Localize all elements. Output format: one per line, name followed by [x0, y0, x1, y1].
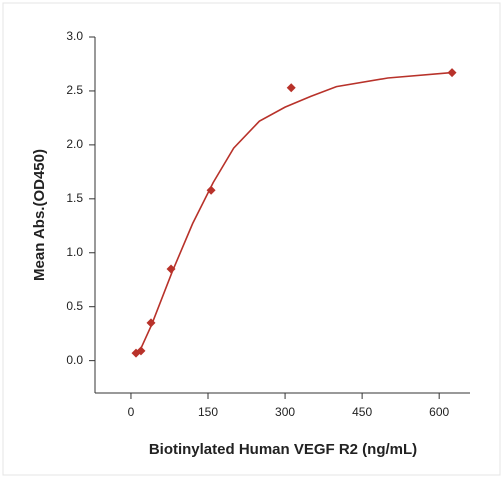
data-point — [447, 68, 457, 78]
y-tick-label: 1.5 — [66, 191, 83, 205]
x-axis-title: Biotinylated Human VEGF R2 (ng/mL) — [149, 441, 417, 458]
x-tick-label: 450 — [352, 405, 372, 419]
frame — [2, 2, 501, 476]
y-tick-label: 3.0 — [66, 29, 83, 43]
data-point — [286, 83, 296, 93]
x-tick-label: 0 — [128, 405, 135, 419]
x-tick-label: 150 — [198, 405, 218, 419]
fit-curve — [135, 71, 453, 356]
data-point — [146, 318, 156, 328]
y-tick-label: 0.5 — [66, 299, 83, 313]
data-point — [166, 264, 176, 274]
data-point — [206, 185, 216, 195]
y-tick-label: 2.0 — [66, 137, 83, 151]
data-point — [136, 346, 146, 356]
y-tick-label: 0.0 — [66, 353, 83, 367]
x-tick-label: 300 — [275, 405, 295, 419]
x-tick-label: 600 — [429, 405, 449, 419]
y-axis-title: Mean Abs.(OD450) — [31, 149, 48, 281]
y-tick-label: 2.5 — [66, 83, 83, 97]
y-tick-label: 1.0 — [66, 245, 83, 259]
